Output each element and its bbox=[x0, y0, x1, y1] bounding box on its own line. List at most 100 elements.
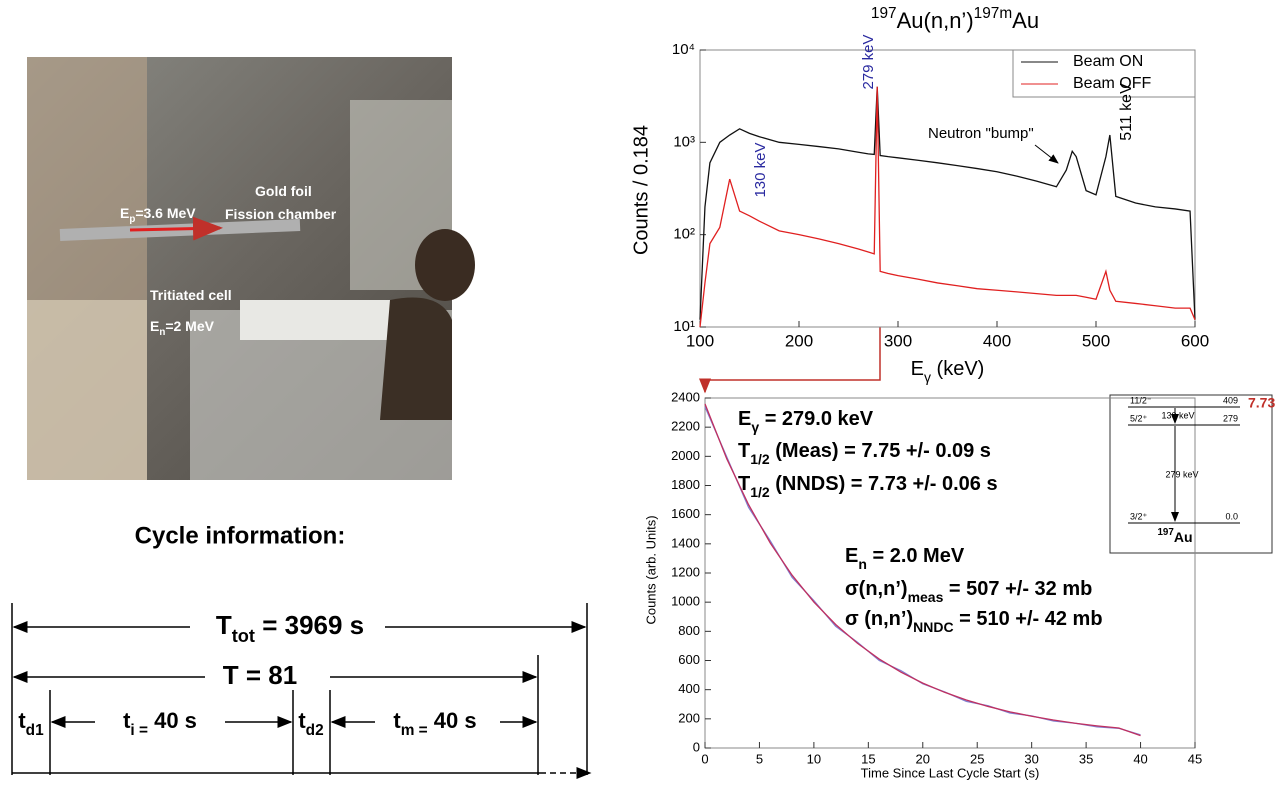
x-tick-label: 400 bbox=[983, 331, 1011, 350]
cycle-label: Ttot = 3969 s bbox=[216, 610, 364, 646]
x-tick-label: 45 bbox=[1188, 751, 1202, 766]
decay-annotation: σ(n,n’)meas = 507 +/- 32 mb bbox=[845, 578, 1092, 604]
y-tick-label: 0 bbox=[693, 739, 700, 754]
legend-label: Beam OFF bbox=[1073, 75, 1151, 92]
cycle-label: ti = 40 s bbox=[123, 708, 197, 739]
x-tick-label: 10 bbox=[807, 751, 821, 766]
photo bbox=[27, 57, 475, 480]
connector-arrow bbox=[699, 327, 881, 394]
y-tick-label: 1400 bbox=[671, 535, 700, 550]
level-energy: 0.0 bbox=[1225, 511, 1238, 521]
decay-annotation: En = 2.0 MeV bbox=[845, 545, 965, 571]
cycle-label-part: t bbox=[298, 708, 306, 733]
level-scheme-box bbox=[1109, 394, 1273, 554]
data-line bbox=[699, 86, 1196, 320]
level-energy: 279 bbox=[1223, 413, 1238, 423]
legend-label: Beam ON bbox=[1073, 53, 1143, 70]
spectrum-annotation: Neutron "bump" bbox=[928, 125, 1034, 142]
cycle-label-part: = 3969 s bbox=[255, 610, 364, 640]
x-tick-label: 5 bbox=[756, 751, 763, 766]
transition-label: 279 keV bbox=[1165, 469, 1198, 479]
chart-title-part: 197 bbox=[871, 5, 897, 22]
y-tick-label: 800 bbox=[678, 623, 700, 638]
cycle-title: Cycle information: bbox=[135, 522, 346, 549]
cycle-label-part: m = bbox=[401, 722, 428, 739]
plot-frame bbox=[699, 49, 1196, 328]
decay-annotation-part: T bbox=[738, 440, 750, 462]
photo-label-part: Fission chamber bbox=[225, 206, 337, 222]
y-tick-label: 2400 bbox=[671, 389, 700, 404]
data-line bbox=[699, 86, 1196, 328]
spectrum-annotation: 511 keV bbox=[1118, 83, 1135, 141]
decay-annotation-part: n bbox=[858, 556, 867, 572]
cycle-label-part: d2 bbox=[306, 722, 324, 739]
y-tick-label: 10² bbox=[673, 226, 695, 243]
y-tick-label: 10³ bbox=[673, 133, 695, 150]
photo-label-part: =2 MeV bbox=[165, 318, 214, 334]
decay-annotation-part: E bbox=[845, 545, 858, 567]
x-tick-label: 25 bbox=[970, 751, 984, 766]
y-tick-label: 2000 bbox=[671, 448, 700, 463]
y-tick-label: 600 bbox=[678, 652, 700, 667]
photo-label-part: Tritiated cell bbox=[150, 287, 232, 303]
cycle-label-part: t bbox=[393, 708, 401, 733]
x-tick-label: 0 bbox=[701, 751, 708, 766]
decay-annotation-part: = 507 +/- 32 mb bbox=[943, 578, 1092, 600]
nucleus-label-part: Au bbox=[1174, 529, 1193, 545]
x-tick-label: 300 bbox=[884, 331, 912, 350]
y-tick-label: 1000 bbox=[671, 594, 700, 609]
photo-label-part: n bbox=[159, 327, 165, 338]
chart-title-part: 197m bbox=[974, 5, 1013, 22]
spectrum-annotation: 279 keV bbox=[860, 34, 877, 89]
half-life: 7.73 s bbox=[1248, 395, 1275, 411]
x-axis-label-part: γ bbox=[924, 369, 931, 385]
transition-label: 130 keV bbox=[1161, 410, 1194, 420]
photo-label: Gold foil bbox=[255, 183, 312, 199]
chart-title: 197Au(n,n’)197mAu bbox=[871, 5, 1039, 33]
x-axis-label-part: E bbox=[911, 358, 924, 380]
x-tick-label: 600 bbox=[1181, 331, 1209, 350]
cycle-label-part: t bbox=[123, 708, 131, 733]
decay-annotation-part: = 510 +/- 42 mb bbox=[954, 608, 1103, 630]
spectrum-annotation: 130 keV bbox=[752, 142, 769, 197]
annotation-arrow bbox=[1034, 144, 1059, 164]
y-tick-label: 1800 bbox=[671, 477, 700, 492]
level-spin: 5/2⁺ bbox=[1130, 413, 1148, 423]
decay-annotation-part: γ bbox=[751, 419, 759, 435]
decay-annotation-part: T bbox=[738, 473, 750, 495]
x-axis-label: Eγ (keV) bbox=[911, 358, 985, 384]
y-tick-label: 10¹ bbox=[673, 318, 695, 335]
photo-label: Fission chamber bbox=[225, 206, 337, 222]
photo-label-part: E bbox=[120, 205, 129, 221]
decay-annotation: Eγ = 279.0 keV bbox=[738, 408, 874, 434]
y-axis-label: Counts / 0.184 bbox=[630, 125, 652, 255]
cycle-label-part: d1 bbox=[26, 722, 44, 739]
level-spin: 11/2⁻ bbox=[1130, 395, 1152, 405]
x-tick-label: 35 bbox=[1079, 751, 1093, 766]
data-line bbox=[704, 403, 1141, 737]
cycle-label-part: T bbox=[216, 610, 232, 640]
x-tick-label: 20 bbox=[916, 751, 930, 766]
y-axis-label: Counts (arb. Units) bbox=[643, 515, 658, 624]
photo-label-part: E bbox=[150, 318, 159, 334]
cycle-label-part: 40 s bbox=[428, 708, 477, 733]
x-tick-label: 200 bbox=[785, 331, 813, 350]
cycle-diagram bbox=[11, 603, 592, 779]
decay-annotation-part: σ (n,n’) bbox=[845, 608, 913, 630]
decay-annotation-part: σ(n,n’) bbox=[845, 578, 908, 600]
cycle-label: T = 81 bbox=[223, 660, 297, 690]
x-tick-label: 30 bbox=[1024, 751, 1038, 766]
photo-label: Tritiated cell bbox=[150, 287, 232, 303]
cycle-label-part: 40 s bbox=[148, 708, 197, 733]
cycle-label: td1 bbox=[18, 708, 44, 739]
cycle-label-part: t bbox=[18, 708, 26, 733]
decay-annotation-part: (Meas) = 7.75 +/- 0.09 s bbox=[770, 440, 991, 462]
decay-annotation-part: NNDC bbox=[913, 619, 953, 635]
photo-label: Ep=3.6 MeV bbox=[120, 205, 196, 225]
x-tick-label: 100 bbox=[686, 331, 714, 350]
decay-annotation: T1/2 (Meas) = 7.75 +/- 0.09 s bbox=[738, 440, 991, 466]
nucleus-label-part: 197 bbox=[1157, 527, 1174, 538]
decay-annotation-part: (NNDS) = 7.73 +/- 0.06 s bbox=[770, 473, 998, 495]
cycle-label: tm = 40 s bbox=[393, 708, 476, 739]
